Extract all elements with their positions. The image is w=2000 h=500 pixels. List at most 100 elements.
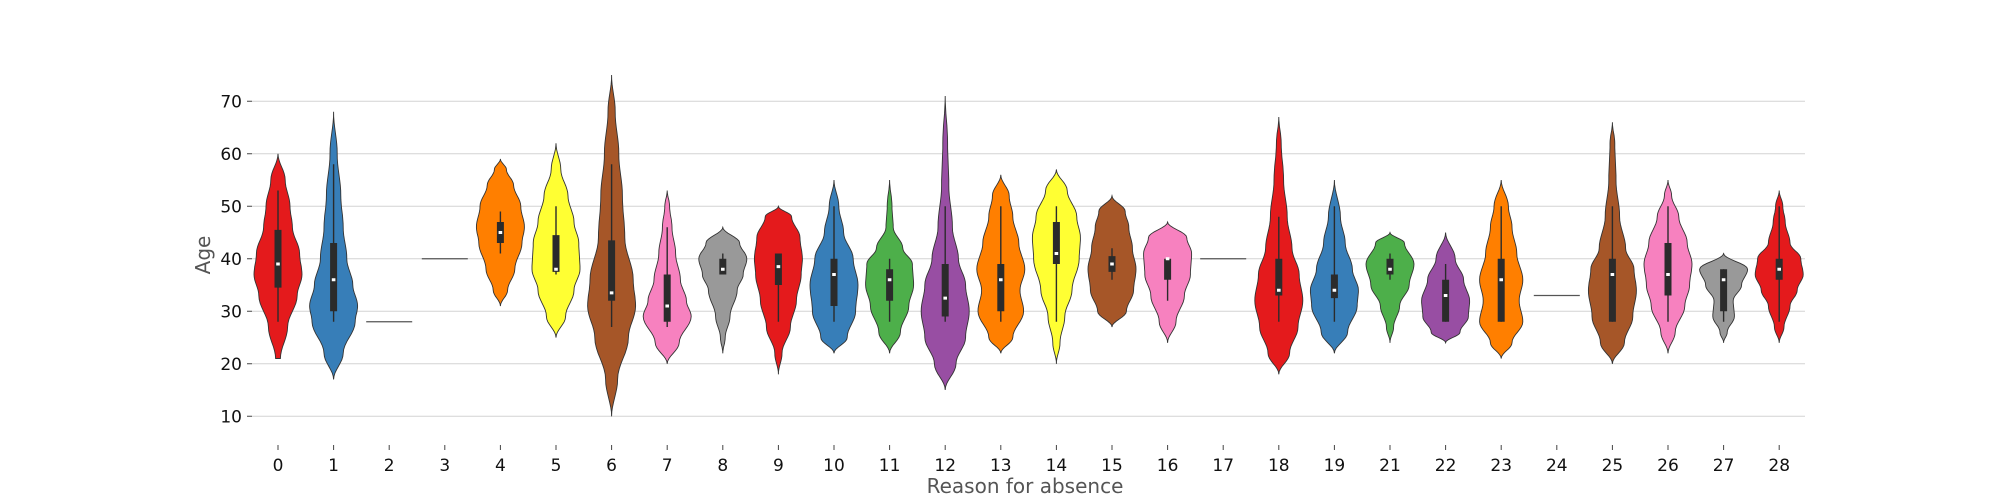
median-marker <box>1499 278 1503 282</box>
x-tick-label: 22 <box>1435 456 1457 476</box>
median-marker <box>609 291 614 295</box>
median-marker <box>1332 288 1337 292</box>
violin-1 <box>309 111 359 380</box>
median-marker <box>832 273 836 276</box>
median-marker <box>1666 273 1670 276</box>
violins <box>253 74 1804 417</box>
violin-9 <box>753 205 803 375</box>
y-tick-label: 10 <box>220 407 242 427</box>
violin-11 <box>865 179 915 354</box>
y-tick-label: 40 <box>220 250 242 270</box>
x-tick-label: 24 <box>1546 456 1568 476</box>
violin-6 <box>587 74 637 417</box>
iqr-box <box>1442 279 1450 322</box>
violin-19 <box>1309 179 1359 354</box>
violin-22 <box>1421 232 1471 345</box>
x-tick-label: 17 <box>1212 456 1234 476</box>
x-tick-label: 23 <box>1490 456 1512 476</box>
violin-23 <box>1479 179 1524 359</box>
y-tick-label: 70 <box>220 92 242 112</box>
violin-8 <box>698 225 748 354</box>
x-tick-label: 18 <box>1268 456 1290 476</box>
y-axis-title: Age <box>191 236 215 275</box>
x-tick-label: 2 <box>384 456 395 476</box>
violin-25 <box>1587 122 1637 364</box>
violin-21 <box>1365 231 1415 343</box>
iqr-box <box>274 229 282 288</box>
violin-26 <box>1643 179 1693 354</box>
x-axis: 0 1 2 3 4 5 6 7 8 9 10 11 12 13 14 15 16 17 18 19 21 22 23 24 25… <box>273 445 1790 476</box>
iqr-box <box>886 269 894 301</box>
median-marker <box>276 262 280 266</box>
y-tick-label: 60 <box>220 145 242 165</box>
median-marker <box>1277 288 1281 292</box>
iqr-box <box>1664 243 1672 296</box>
violin-14 <box>1031 169 1081 364</box>
iqr-box <box>330 243 338 312</box>
median-marker <box>498 231 503 234</box>
x-tick-label: 3 <box>439 456 450 476</box>
iqr-box <box>663 274 671 322</box>
iqr-box <box>552 235 560 272</box>
median-marker <box>331 278 336 282</box>
violin-4 <box>475 158 525 307</box>
x-axis-title: Reason for absence <box>927 474 1124 498</box>
median-marker <box>1777 267 1781 271</box>
iqr-box <box>1330 274 1338 299</box>
violin-15 <box>1087 194 1137 328</box>
median-marker <box>776 265 781 269</box>
violin-10 <box>809 179 859 354</box>
median-marker <box>665 304 669 308</box>
violin-27 <box>1699 252 1749 343</box>
x-tick-label: 4 <box>495 456 506 476</box>
median-marker <box>1610 273 1615 276</box>
violin-7 <box>642 190 692 364</box>
iqr-box <box>1497 258 1505 322</box>
x-tick-label: 15 <box>1101 456 1123 476</box>
iqr-box <box>830 258 838 306</box>
violin-body <box>1365 231 1415 343</box>
median-marker <box>1443 294 1448 297</box>
iqr-box <box>1608 258 1616 322</box>
y-axis: 10 20 30 40 50 60 70 <box>220 92 252 427</box>
median-marker <box>1721 278 1726 282</box>
x-tick-label: 8 <box>717 456 728 476</box>
median-marker <box>1110 262 1114 266</box>
x-tick-label: 28 <box>1768 456 1790 476</box>
x-tick-label: 0 <box>273 456 284 476</box>
x-tick-label: 10 <box>823 456 845 476</box>
x-tick-label: 11 <box>879 456 901 476</box>
x-tick-label: 9 <box>773 456 784 476</box>
iqr-box <box>941 264 949 317</box>
x-tick-label: 7 <box>662 456 673 476</box>
violin-12 <box>920 95 970 391</box>
x-tick-label: 1 <box>328 456 339 476</box>
violin-16 <box>1143 220 1193 343</box>
violin-13 <box>976 174 1026 354</box>
violin-0 <box>253 153 303 359</box>
iqr-box <box>719 258 727 275</box>
iqr-box <box>608 240 616 301</box>
x-tick-label: 27 <box>1713 456 1735 476</box>
x-tick-label: 13 <box>990 456 1012 476</box>
iqr-box <box>1164 258 1172 280</box>
median-marker <box>943 296 947 300</box>
median-marker <box>887 278 892 282</box>
median-marker <box>1388 267 1392 271</box>
x-tick-label: 21 <box>1379 456 1401 476</box>
x-tick-label: 12 <box>934 456 956 476</box>
x-tick-label: 14 <box>1046 456 1068 476</box>
x-tick-label: 5 <box>551 456 562 476</box>
median-marker <box>1165 257 1170 261</box>
y-tick-label: 50 <box>220 197 242 217</box>
median-marker <box>721 267 725 271</box>
median-marker <box>1054 252 1059 255</box>
violin-body <box>698 225 748 354</box>
x-tick-label: 16 <box>1157 456 1179 476</box>
median-marker <box>999 278 1003 282</box>
x-tick-label: 26 <box>1657 456 1679 476</box>
y-tick-label: 20 <box>220 355 242 375</box>
violin-28 <box>1754 190 1804 343</box>
iqr-box <box>1052 222 1060 264</box>
median-marker <box>554 267 558 271</box>
